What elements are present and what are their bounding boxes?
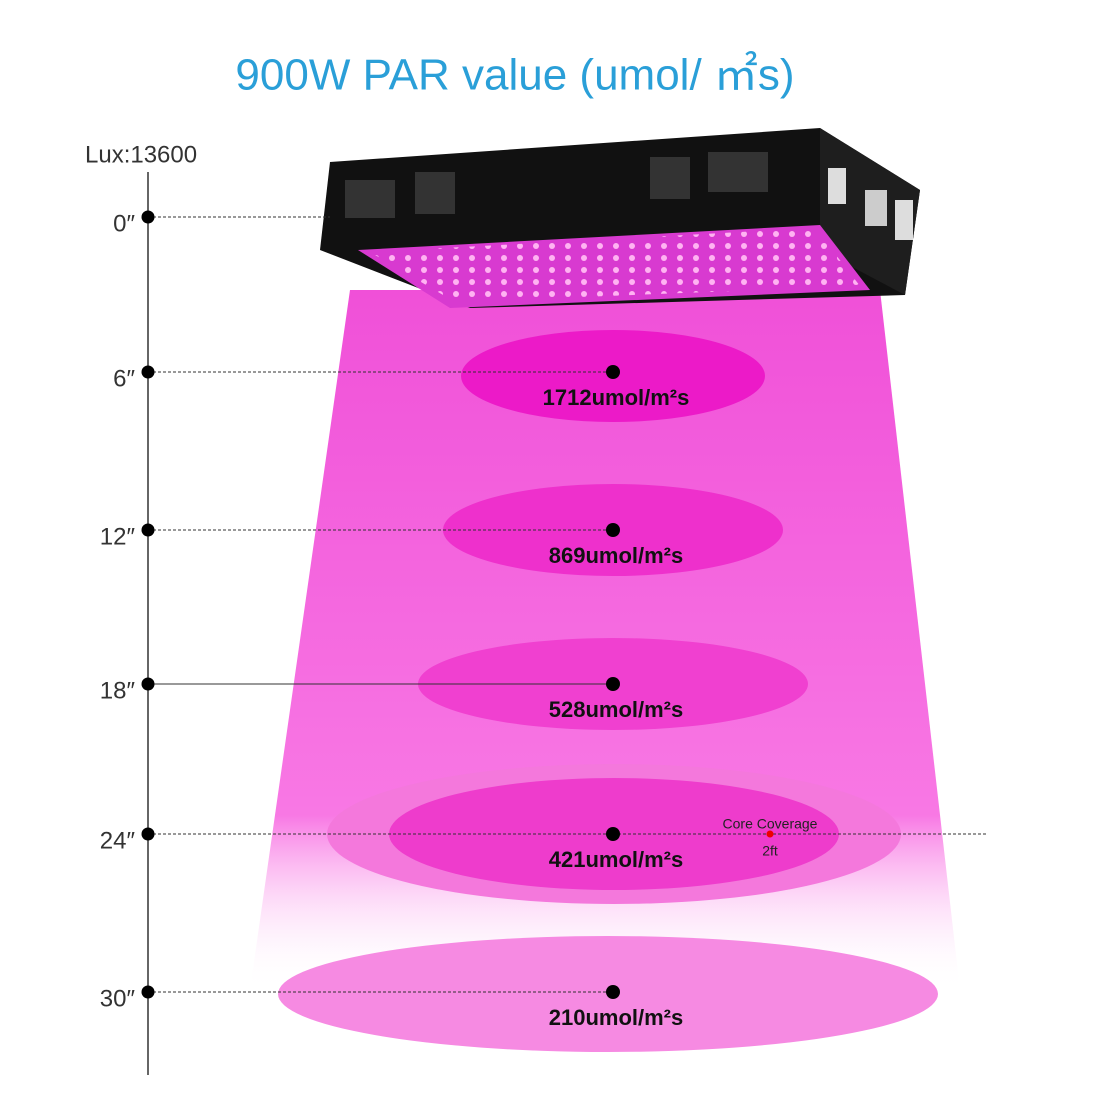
coverage-dot (766, 830, 774, 838)
par-reading: 421umol/m²s (549, 847, 684, 872)
level-dot (141, 677, 155, 691)
center-dot (606, 365, 620, 379)
distance-label: 12″ (100, 523, 136, 550)
title: 900W PAR value (umol/ ㎡s) (235, 51, 794, 100)
lamp (320, 128, 920, 308)
par-reading: 1712umol/m²s (543, 385, 690, 410)
distance-label: 18″ (100, 677, 136, 704)
center-dot (606, 827, 620, 841)
center-dot (606, 523, 620, 537)
par-reading: 528umol/m²s (549, 697, 684, 722)
level-dot (141, 523, 155, 537)
par-reading: 210umol/m²s (549, 1005, 684, 1030)
distance-label: 30″ (100, 985, 136, 1012)
level-dot (141, 985, 155, 999)
coverage-size: 2ft (762, 843, 778, 859)
level-dot (141, 827, 155, 841)
lux: Lux:13600 (85, 141, 197, 168)
distance-label: 6″ (113, 365, 135, 392)
level-dot (141, 210, 155, 224)
distance-label: 0″ (113, 210, 135, 237)
level-dot (141, 365, 155, 379)
center-dot (606, 985, 620, 999)
par-reading: 869umol/m²s (549, 543, 684, 568)
distance-label: 24″ (100, 827, 136, 854)
center-dot (606, 677, 620, 691)
coverage-label: Core Coverage (723, 816, 818, 832)
